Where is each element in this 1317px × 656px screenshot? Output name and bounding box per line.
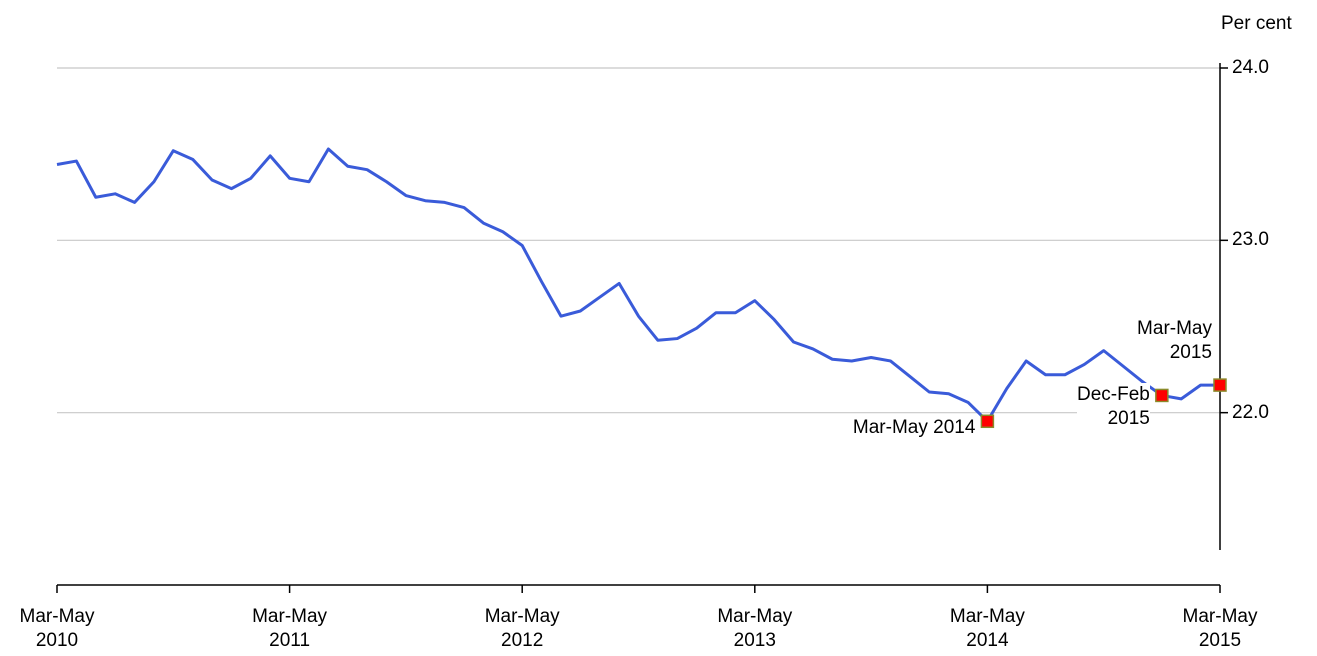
series-line (56, 147, 1220, 423)
x-tick-label: Mar-May 2015 (1182, 606, 1258, 651)
x-tick-label: Mar-May 2012 (484, 606, 560, 651)
x-tick-label: Mar-May 2014 (949, 606, 1025, 651)
y-tick-label: 23.0 (1232, 229, 1269, 251)
highlight-marker (1213, 378, 1227, 392)
highlight-marker (1155, 388, 1169, 403)
x-tick-label: Mar-May 2011 (252, 606, 328, 651)
annotation: Mar-May 2015 (1137, 318, 1212, 364)
x-tick-label: Mar-May 2010 (19, 606, 95, 651)
annotation: Mar-May 2014 (848, 416, 976, 441)
annotation: Dec-Feb 2015 (1077, 383, 1150, 432)
y-tick-label: 24.0 (1232, 57, 1269, 78)
highlight-marker (980, 414, 995, 429)
y-axis-label: Per cent (1221, 13, 1292, 34)
y-tick-label: 22.0 (1232, 401, 1269, 423)
x-tick-label: Mar-May 2013 (717, 606, 793, 651)
